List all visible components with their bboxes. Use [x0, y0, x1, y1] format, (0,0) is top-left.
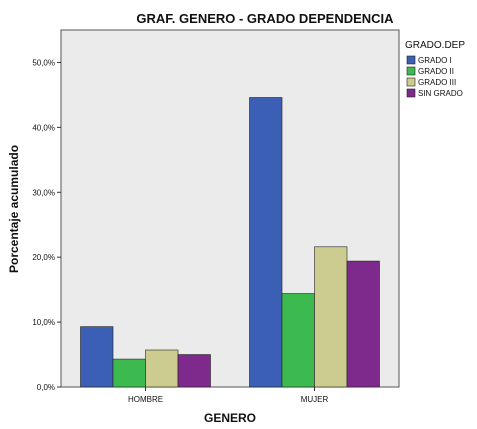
y-tick-label: 0,0% [37, 383, 55, 392]
bar-hombre-grado-ii [112, 358, 146, 388]
legend-title: GRADO.DEP [405, 40, 465, 51]
legend-swatch [406, 55, 416, 65]
x-tick-label: HOMBRE [128, 395, 163, 404]
y-tick-label: 10,0% [32, 318, 55, 327]
chart-title: GRAF. GENERO - GRADO DEPENDENCIA [136, 11, 394, 26]
y-tick-label: 20,0% [32, 253, 55, 262]
bar-hombre-grado-i [80, 326, 114, 388]
bar-mujer-grado-iii [314, 246, 348, 388]
y-tick-label: 40,0% [32, 123, 55, 132]
legend-label: SIN GRADO [418, 89, 463, 98]
bar-mujer-grado-ii [281, 293, 315, 388]
bar-mujer-grado-i [249, 97, 283, 388]
y-axis: 0,0% 10,0% 20,0% 30,0% 40,0% 50,0% [32, 58, 61, 392]
bar-hombre-grado-iii [145, 349, 179, 388]
bars-group [80, 97, 380, 388]
x-axis: HOMBRE MUJER [128, 387, 329, 404]
x-axis-title: GENERO [204, 411, 256, 424]
legend-label: GRADO I [418, 56, 452, 65]
legend-swatch [406, 77, 416, 87]
y-tick-label: 30,0% [32, 188, 55, 197]
y-axis-title: Porcentaje acumulado [7, 145, 21, 273]
legend: GRADO.DEP GRADO I GRADO II GRADO III SIN GR… [405, 40, 465, 98]
x-tick-label: MUJER [301, 395, 329, 404]
legend-swatch [406, 88, 416, 98]
legend-label: GRADO III [418, 78, 456, 87]
legend-label: GRADO II [418, 67, 454, 76]
legend-swatch [406, 66, 416, 76]
bar-hombre-sin-grado [177, 354, 211, 388]
y-tick-label: 50,0% [32, 58, 55, 67]
bar-mujer-sin-grado [346, 260, 380, 388]
